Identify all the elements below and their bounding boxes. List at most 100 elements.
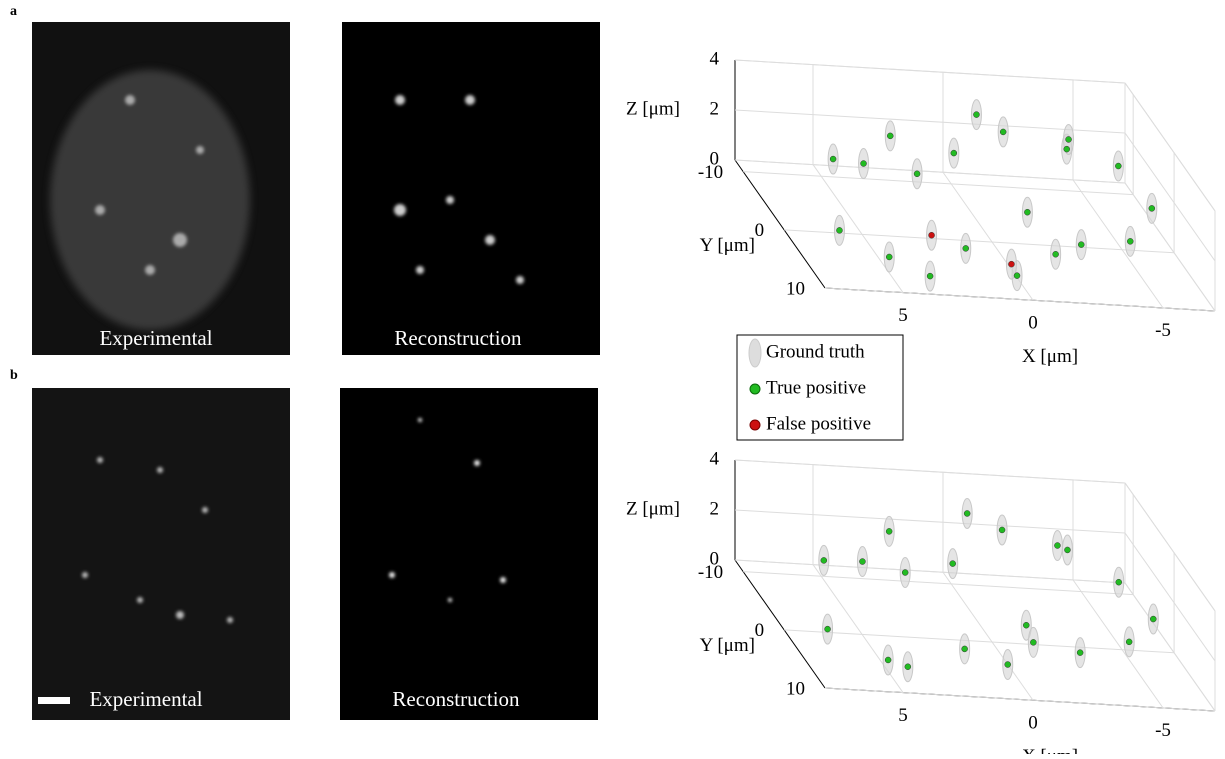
y-axis-label: Y [μm]: [700, 635, 755, 656]
true-positive: [901, 569, 909, 576]
z-tick-label: 4: [710, 48, 720, 69]
true-positive: [973, 111, 980, 118]
true-positive: [824, 625, 831, 633]
true-positive: [961, 645, 968, 653]
legend-label: Ground truth: [766, 341, 865, 362]
true-positive: [820, 557, 828, 564]
true-positive: [1150, 615, 1157, 623]
true-positive: [1127, 238, 1134, 245]
true-positive: [904, 663, 912, 670]
grid-line: [824, 687, 1216, 712]
axis-line: [734, 559, 826, 689]
true-positive: [949, 560, 956, 567]
true-positive: [836, 227, 843, 234]
true-positive: [859, 558, 866, 565]
true-positive: [1023, 621, 1030, 629]
grid-line: [1124, 132, 1216, 262]
panel-label: a: [10, 4, 17, 19]
grid-line: [1124, 182, 1216, 312]
x-tick-label: 5: [898, 705, 908, 726]
true-positive: [829, 155, 837, 163]
x-tick-label: -5: [1155, 320, 1171, 341]
x-tick-label: 0: [1028, 313, 1038, 334]
true-positive: [887, 132, 894, 140]
true-positive: [1115, 578, 1122, 586]
true-positive: [950, 149, 958, 157]
y-axis-label: Y [μm]: [700, 235, 755, 256]
grid-line: [734, 109, 1126, 134]
y-tick-label: 0: [755, 620, 765, 641]
true-positive: [885, 528, 893, 535]
y-tick-label: 10: [786, 278, 805, 299]
true-positive: [1063, 145, 1070, 153]
grid-line: [784, 229, 1175, 254]
true-positive: [1076, 649, 1084, 656]
legend-label: True positive: [766, 377, 866, 398]
true-positive: [913, 170, 921, 178]
true-positive: [1078, 241, 1085, 248]
z-tick-label: 2: [710, 98, 720, 119]
image-label: Experimental: [99, 326, 212, 350]
true-positive: [860, 160, 867, 167]
x-tick-label: -5: [1155, 720, 1171, 741]
true-positive: [1125, 638, 1133, 646]
grid-line: [1072, 579, 1164, 709]
true-positive: [926, 272, 934, 280]
false-positive: [1008, 260, 1015, 268]
image-b-right: [340, 388, 598, 720]
true-positive: [1064, 546, 1071, 554]
legend-label: False positive: [766, 413, 871, 434]
axis-line: [734, 159, 826, 289]
grid-line: [734, 559, 1126, 584]
image-label: Reconstruction: [392, 687, 520, 711]
true-positive: [1024, 208, 1031, 216]
true-positive: [1115, 162, 1122, 170]
grid-line: [812, 164, 904, 293]
image-a-right: [342, 22, 600, 355]
image-label: Experimental: [89, 687, 202, 711]
image-label: Reconstruction: [394, 326, 522, 350]
grid-line: [784, 629, 1175, 654]
true-positive: [1148, 205, 1156, 212]
grid-line: [1124, 582, 1216, 712]
grid-line: [1124, 82, 1216, 212]
true-positive: [1054, 542, 1061, 549]
true-positive: [1052, 251, 1059, 258]
true-positive: [1013, 272, 1021, 279]
z-axis-label: Z [μm]: [626, 498, 680, 519]
x-axis-label: X [μm]: [1022, 346, 1078, 367]
true-positive: [999, 128, 1007, 136]
z-tick-label: 0: [710, 148, 720, 169]
grid-line: [1072, 179, 1164, 309]
grid-line: [743, 571, 1134, 596]
true-positive: [1065, 136, 1072, 143]
true-positive: [884, 656, 892, 664]
y-tick-label: 0: [755, 220, 765, 241]
true-positive: [962, 245, 969, 252]
image-a-left: [32, 22, 290, 355]
true-positive: [885, 253, 893, 261]
grid-line: [734, 509, 1126, 534]
grid-line: [1124, 482, 1216, 612]
grid-line: [743, 171, 1134, 196]
z-tick-label: 4: [710, 448, 720, 469]
legend: Ground truth True positive False positiv…: [736, 334, 904, 441]
true-positive: [998, 526, 1006, 534]
false-positive: [928, 231, 935, 239]
x-axis-label: X [μm]: [1022, 746, 1078, 754]
z-tick-label: 2: [710, 498, 720, 519]
image-b-left: [32, 388, 290, 720]
y-tick-label: 10: [786, 678, 805, 699]
panel-label: b: [10, 368, 18, 383]
x-tick-label: 5: [898, 305, 908, 326]
true-positive: [1030, 639, 1037, 646]
true-positive: [963, 510, 971, 517]
grid-line: [824, 287, 1216, 312]
grid-line: [1124, 532, 1216, 662]
z-tick-label: 0: [710, 548, 720, 569]
true-positive: [1004, 661, 1011, 668]
grid-line: [734, 459, 1126, 484]
grid-line: [942, 571, 1034, 701]
